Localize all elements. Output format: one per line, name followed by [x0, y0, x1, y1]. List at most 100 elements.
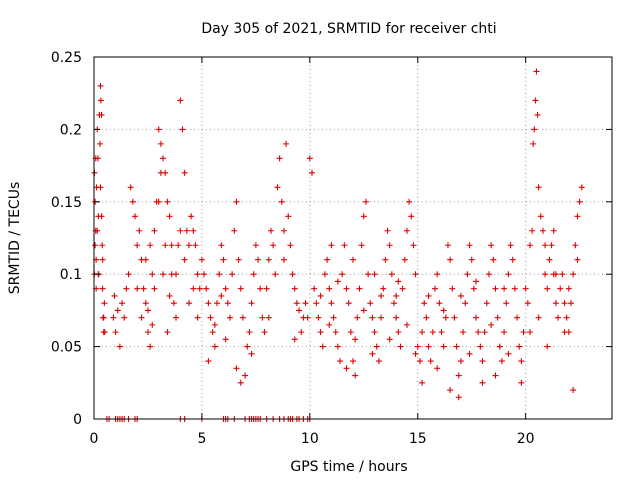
- data-point: [414, 343, 421, 350]
- data-point: [190, 227, 197, 234]
- data-point: [371, 271, 378, 278]
- data-point: [162, 242, 169, 249]
- y-tick-label: 0.2: [60, 122, 82, 138]
- data-point: [550, 227, 557, 234]
- data-point: [332, 329, 339, 336]
- data-point: [337, 358, 344, 365]
- y-tick-label: 0: [73, 412, 82, 428]
- data-point: [179, 126, 186, 133]
- data-point: [395, 329, 402, 336]
- data-point: [138, 314, 145, 321]
- data-point: [552, 300, 559, 307]
- data-point: [535, 314, 542, 321]
- x-tick-label: 5: [197, 431, 206, 447]
- data-point: [112, 329, 119, 336]
- data-point: [399, 285, 406, 292]
- data-point: [498, 358, 505, 365]
- data-point: [475, 329, 482, 336]
- data-point: [393, 314, 400, 321]
- data-point: [149, 271, 156, 278]
- data-point: [321, 271, 328, 278]
- data-point: [492, 285, 499, 292]
- data-point: [293, 300, 300, 307]
- data-point: [466, 350, 473, 357]
- data-point: [451, 314, 458, 321]
- data-point: [548, 242, 555, 249]
- data-point: [466, 242, 473, 249]
- data-point: [464, 271, 471, 278]
- data-point: [125, 271, 132, 278]
- data-point: [457, 292, 464, 299]
- data-point: [280, 256, 287, 263]
- data-point: [328, 242, 335, 249]
- data-point: [155, 198, 162, 205]
- data-point: [168, 242, 175, 249]
- data-point: [492, 372, 499, 379]
- data-point: [544, 285, 551, 292]
- data-point: [416, 358, 423, 365]
- data-point: [505, 350, 512, 357]
- data-point: [97, 140, 104, 147]
- data-point: [501, 285, 508, 292]
- data-point: [565, 285, 572, 292]
- data-point: [263, 285, 270, 292]
- data-point: [160, 271, 167, 278]
- data-point: [449, 285, 456, 292]
- data-point: [345, 300, 352, 307]
- data-point: [360, 307, 367, 314]
- data-point: [100, 314, 107, 321]
- data-point: [185, 300, 192, 307]
- data-point: [438, 329, 445, 336]
- data-point: [386, 336, 393, 343]
- data-point: [542, 242, 549, 249]
- data-point: [194, 271, 201, 278]
- data-point: [434, 271, 441, 278]
- data-point: [151, 285, 158, 292]
- data-point: [384, 227, 391, 234]
- data-point: [261, 329, 268, 336]
- data-point: [382, 256, 389, 263]
- data-point: [347, 329, 354, 336]
- data-point: [542, 271, 549, 278]
- data-point: [488, 242, 495, 249]
- data-point: [371, 329, 378, 336]
- data-point: [177, 97, 184, 104]
- data-point: [220, 256, 227, 263]
- data-point: [518, 358, 525, 365]
- data-point: [455, 394, 462, 401]
- data-point: [92, 242, 99, 249]
- data-point: [358, 242, 365, 249]
- data-point: [453, 343, 460, 350]
- data-point: [123, 285, 130, 292]
- y-tick-label: 0.15: [51, 195, 82, 211]
- data-point: [205, 300, 212, 307]
- data-point: [233, 365, 240, 372]
- data-point: [194, 314, 201, 321]
- data-point: [352, 336, 359, 343]
- data-point: [432, 285, 439, 292]
- data-point: [447, 387, 454, 394]
- x-tick-label: 20: [517, 431, 535, 447]
- data-point: [99, 242, 106, 249]
- data-point: [111, 292, 118, 299]
- data-point: [429, 329, 436, 336]
- data-point: [419, 329, 426, 336]
- data-point: [265, 256, 272, 263]
- data-point: [259, 314, 266, 321]
- data-point: [306, 155, 313, 162]
- data-point: [192, 242, 199, 249]
- data-point: [94, 227, 101, 234]
- data-point: [375, 358, 382, 365]
- data-point: [121, 314, 128, 321]
- data-point: [455, 372, 462, 379]
- data-point: [222, 285, 229, 292]
- data-point: [229, 271, 236, 278]
- y-tick-label: 0.1: [60, 267, 82, 283]
- data-point: [181, 256, 188, 263]
- data-point: [198, 256, 205, 263]
- data-point: [140, 285, 147, 292]
- data-point: [537, 213, 544, 220]
- data-point: [205, 358, 212, 365]
